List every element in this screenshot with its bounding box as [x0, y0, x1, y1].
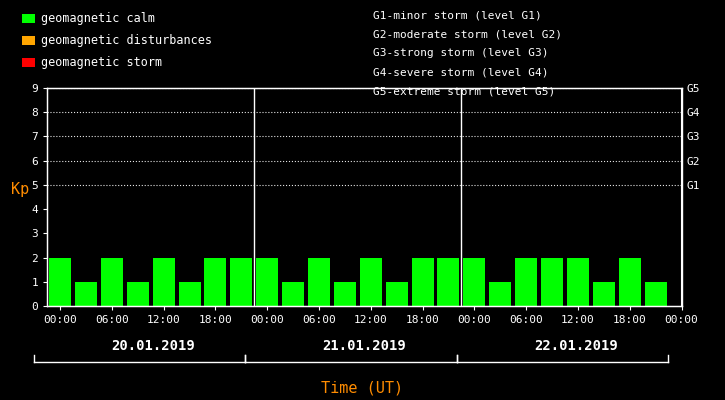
Bar: [256, 258, 278, 306]
Bar: [618, 258, 641, 306]
Bar: [204, 258, 226, 306]
Text: G4-severe storm (level G4): G4-severe storm (level G4): [373, 68, 549, 78]
Bar: [231, 258, 252, 306]
Text: geomagnetic disturbances: geomagnetic disturbances: [41, 34, 212, 47]
Bar: [282, 282, 304, 306]
Bar: [437, 258, 460, 306]
Bar: [75, 282, 97, 306]
Text: 22.01.2019: 22.01.2019: [534, 339, 618, 353]
Bar: [127, 282, 149, 306]
Bar: [334, 282, 356, 306]
Bar: [645, 282, 666, 306]
Bar: [178, 282, 201, 306]
Text: G1-minor storm (level G1): G1-minor storm (level G1): [373, 10, 542, 20]
Text: G2-moderate storm (level G2): G2-moderate storm (level G2): [373, 29, 563, 39]
Bar: [101, 258, 123, 306]
Text: G5-extreme storm (level G5): G5-extreme storm (level G5): [373, 87, 555, 97]
Y-axis label: Kp: Kp: [11, 182, 29, 197]
Text: geomagnetic storm: geomagnetic storm: [41, 56, 162, 69]
Bar: [49, 258, 71, 306]
Bar: [412, 258, 434, 306]
Text: G3-strong storm (level G3): G3-strong storm (level G3): [373, 48, 549, 58]
Bar: [489, 282, 511, 306]
Bar: [153, 258, 175, 306]
Text: 21.01.2019: 21.01.2019: [323, 339, 406, 353]
Bar: [541, 258, 563, 306]
Bar: [567, 258, 589, 306]
Bar: [593, 282, 615, 306]
Bar: [515, 258, 537, 306]
Text: geomagnetic calm: geomagnetic calm: [41, 12, 155, 25]
Bar: [308, 258, 330, 306]
Bar: [386, 282, 407, 306]
Bar: [463, 258, 485, 306]
Bar: [360, 258, 382, 306]
Text: Time (UT): Time (UT): [321, 380, 404, 396]
Text: 20.01.2019: 20.01.2019: [111, 339, 195, 353]
